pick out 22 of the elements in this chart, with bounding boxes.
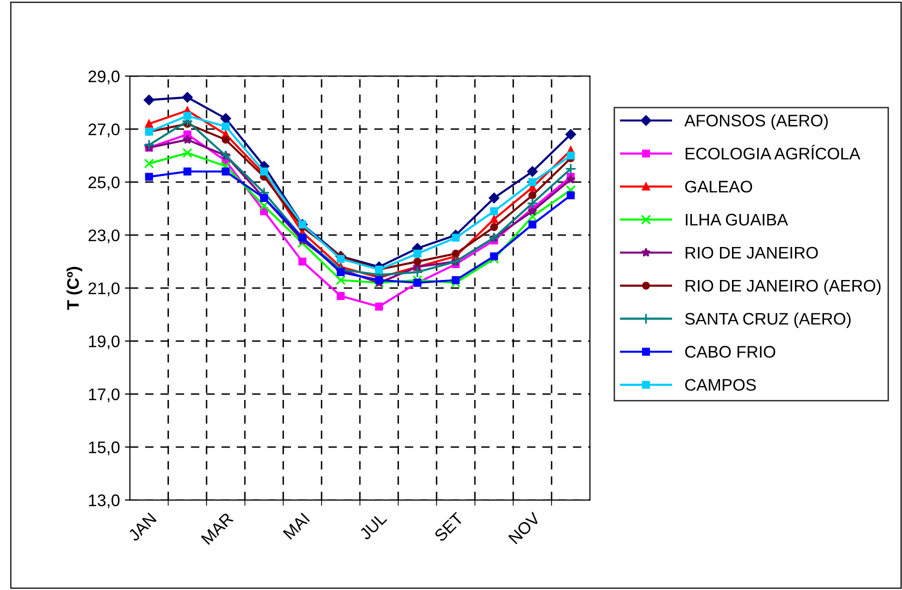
y-tick-label: 29,0	[88, 70, 120, 84]
legend-label: ILHA GUAIBA	[686, 214, 788, 226]
x-tick-label: MAI	[282, 512, 310, 540]
y-tick-label: 19,0	[89, 335, 120, 350]
y-tick-label: 21,0	[88, 282, 120, 296]
legend-label: RIO DE JANEIRO	[686, 246, 818, 259]
x-tick-label: JUL	[358, 512, 388, 541]
y-tick-label: 17,0	[89, 388, 120, 402]
legend-label: SANTA CRUZ (AERO)	[685, 312, 851, 328]
x-tick-label: JAN	[127, 512, 157, 542]
legend-label: GALEAO	[685, 180, 752, 193]
legend-label: AFONSOS (AERO)	[684, 114, 828, 130]
legend-label: ECOLOGIA AGRÍCOLA	[686, 144, 860, 160]
legend-label: CABO FRIO	[685, 346, 776, 358]
y-tick-label: 15,0	[89, 441, 120, 456]
y-tick-label: 27,0	[88, 124, 120, 138]
legend-label: RIO DE JANEIRO (AERO)	[686, 279, 881, 295]
y-tick-label: 13,0	[89, 494, 120, 508]
y-axis-title: T (Cº)	[66, 266, 82, 310]
y-tick-label: 25,0	[88, 176, 120, 190]
legend-label: CAMPOS	[685, 378, 756, 391]
y-tick-label: 23,0	[88, 229, 120, 244]
